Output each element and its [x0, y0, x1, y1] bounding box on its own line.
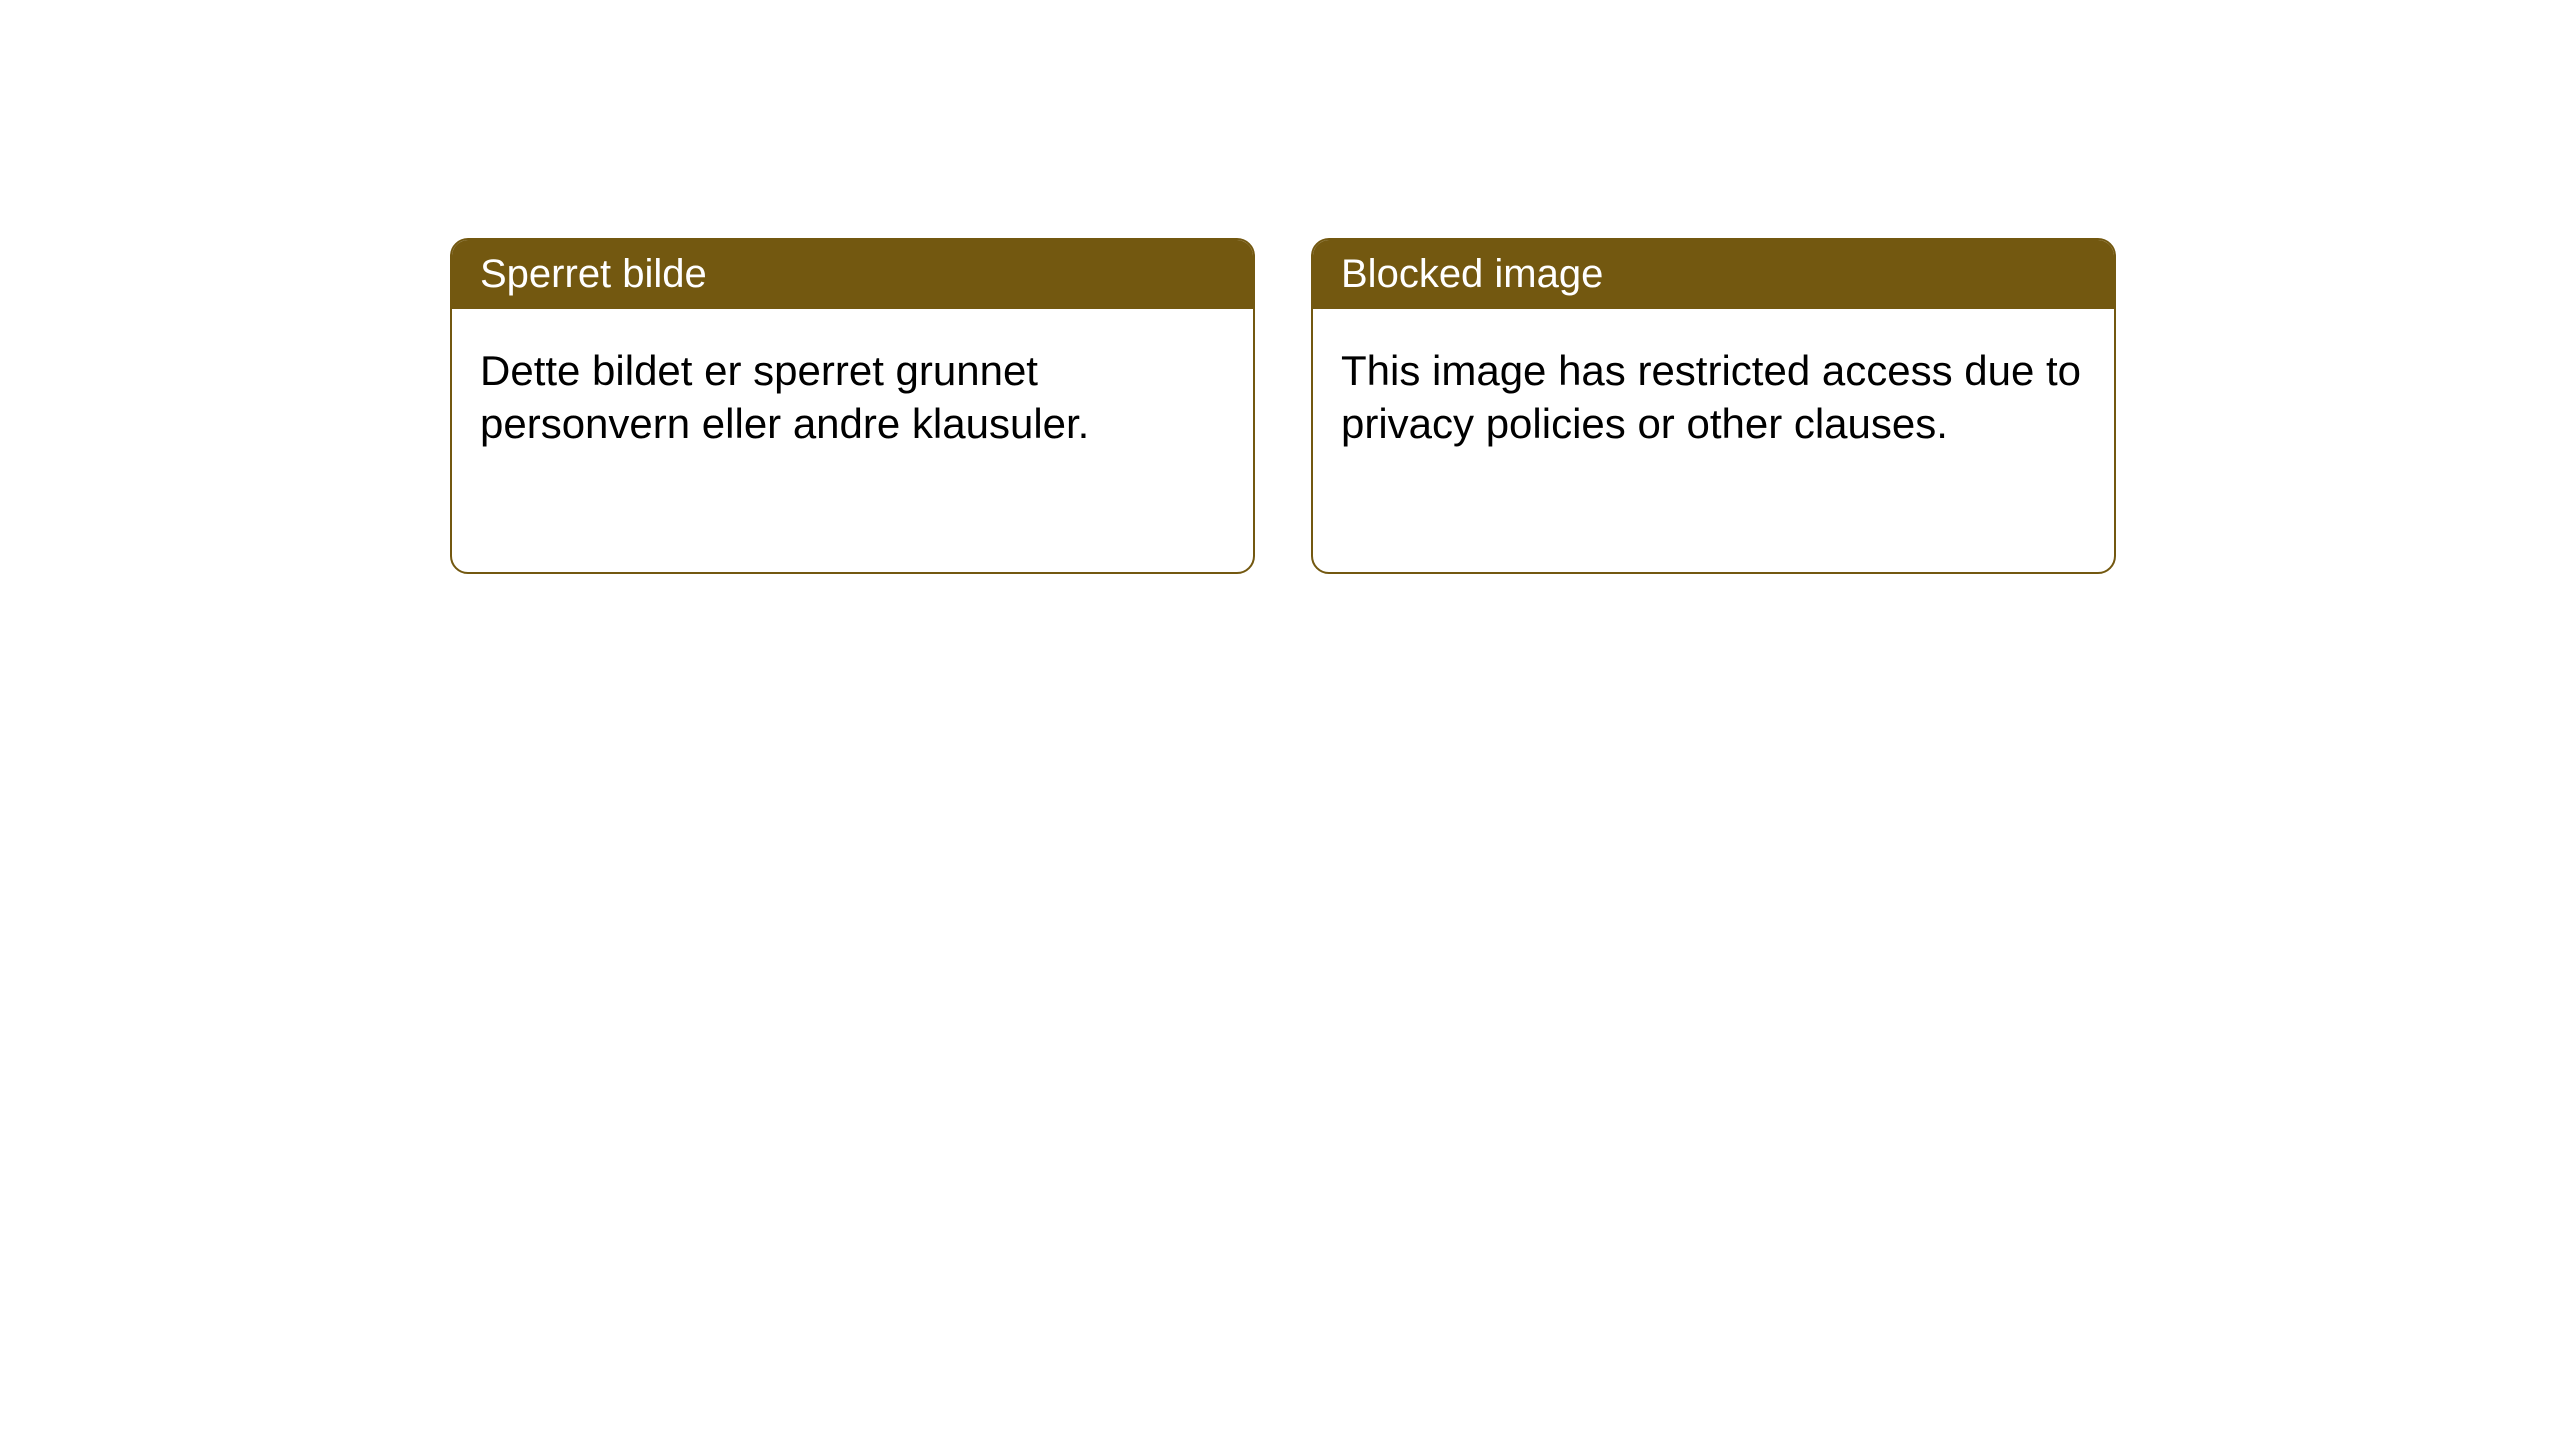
card-title-english: Blocked image	[1313, 240, 2114, 309]
notice-card-english: Blocked image This image has restricted …	[1311, 238, 2116, 574]
card-body-english: This image has restricted access due to …	[1313, 309, 2114, 486]
notice-cards-container: Sperret bilde Dette bildet er sperret gr…	[450, 238, 2116, 574]
card-body-norwegian: Dette bildet er sperret grunnet personve…	[452, 309, 1253, 486]
notice-card-norwegian: Sperret bilde Dette bildet er sperret gr…	[450, 238, 1255, 574]
card-title-norwegian: Sperret bilde	[452, 240, 1253, 309]
